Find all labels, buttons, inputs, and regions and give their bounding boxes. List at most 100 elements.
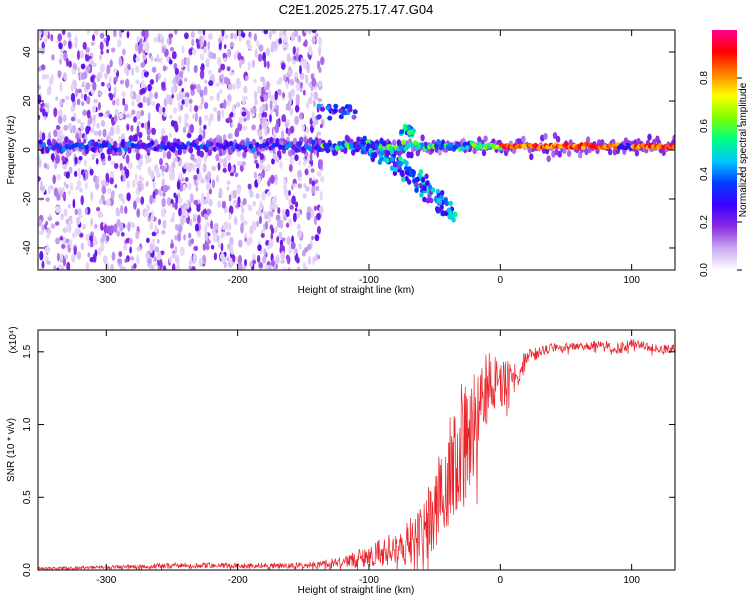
carrier-blob xyxy=(255,142,260,148)
noise-blob xyxy=(71,232,76,239)
carrier-blob xyxy=(140,142,145,148)
noise-blob xyxy=(110,263,114,270)
noise-blob xyxy=(245,75,249,81)
noise-blob xyxy=(248,205,253,212)
noise-blob xyxy=(139,154,144,160)
snr-x-label: Height of straight line (km) xyxy=(298,585,415,596)
noise-blob xyxy=(62,227,68,234)
noise-blob xyxy=(232,189,237,199)
noise-blob xyxy=(65,223,70,233)
carrier-halo xyxy=(437,148,443,156)
noise-blob xyxy=(226,180,231,185)
carrier-blob xyxy=(100,143,106,149)
noise-blob xyxy=(117,135,121,143)
noise-blob xyxy=(74,208,78,216)
noise-blob xyxy=(236,84,239,90)
noise-blob xyxy=(202,162,207,173)
noise-blob xyxy=(177,232,181,242)
noise-blob xyxy=(207,41,211,51)
noise-blob xyxy=(64,254,68,260)
noise-blob xyxy=(230,32,234,40)
noise-blob xyxy=(76,228,81,235)
noise-blob xyxy=(205,221,210,228)
noise-blob xyxy=(244,96,248,101)
noise-blob xyxy=(270,212,274,218)
noise-blob xyxy=(204,174,209,181)
noise-blob xyxy=(109,170,115,178)
noise-blob xyxy=(174,30,178,35)
noise-blob xyxy=(198,258,203,268)
carrier-blob xyxy=(45,146,50,152)
noise-blob xyxy=(102,128,107,138)
descending-branch-blob xyxy=(389,149,394,155)
carrier-halo xyxy=(557,150,562,158)
noise-blob xyxy=(172,157,178,163)
noise-blob xyxy=(223,57,227,63)
noise-blob xyxy=(120,195,124,202)
noise-blob xyxy=(296,266,301,270)
noise-blob xyxy=(287,267,291,270)
noise-blob xyxy=(190,238,195,245)
noise-blob xyxy=(317,97,323,103)
noise-blob xyxy=(272,130,277,140)
noise-blob xyxy=(109,126,115,137)
noise-blob xyxy=(77,66,81,73)
noise-blob xyxy=(223,44,227,49)
noise-blob xyxy=(168,33,174,39)
noise-blob xyxy=(59,190,63,197)
noise-blob xyxy=(65,184,69,189)
noise-blob xyxy=(140,80,146,90)
noise-blob xyxy=(129,83,134,90)
noise-blob xyxy=(286,255,291,265)
noise-blob xyxy=(53,107,58,118)
noise-blob xyxy=(200,63,205,72)
noise-blob xyxy=(149,222,154,230)
noise-blob xyxy=(55,237,60,245)
noise-blob xyxy=(127,222,131,232)
noise-blob xyxy=(260,76,265,82)
noise-blob xyxy=(288,164,293,172)
noise-blob xyxy=(56,173,61,181)
noise-blob xyxy=(75,87,78,98)
descending-branch-blob xyxy=(407,179,412,185)
noise-blob xyxy=(140,196,145,205)
noise-blob xyxy=(101,161,107,166)
noise-blob xyxy=(177,197,183,205)
noise-blob xyxy=(296,223,302,230)
noise-blob xyxy=(175,74,180,85)
noise-blob xyxy=(72,198,76,209)
noise-blob xyxy=(223,99,227,110)
noise-blob xyxy=(275,108,279,118)
descending-branch-blob xyxy=(447,214,452,220)
noise-blob xyxy=(169,46,175,52)
noise-blob xyxy=(179,219,185,226)
noise-blob xyxy=(216,56,222,66)
noise-blob xyxy=(61,134,65,140)
noise-blob xyxy=(115,124,121,135)
noise-blob xyxy=(280,130,285,140)
noise-blob xyxy=(131,67,134,77)
snr-x-tick-label: 100 xyxy=(623,575,640,586)
noise-blob xyxy=(309,151,313,162)
noise-blob xyxy=(267,264,272,270)
noise-blob xyxy=(216,91,220,102)
noise-blob xyxy=(154,91,158,100)
noise-blob xyxy=(311,77,317,88)
noise-blob xyxy=(70,92,76,103)
noise-blob xyxy=(159,33,164,41)
noise-blob xyxy=(158,188,163,197)
noise-blob xyxy=(109,177,114,185)
noise-blob xyxy=(263,248,267,256)
noise-blob xyxy=(308,30,312,35)
noise-blob xyxy=(68,190,71,196)
noise-blob xyxy=(238,239,243,248)
noise-blob xyxy=(139,42,143,51)
noise-blob xyxy=(76,179,82,189)
noise-blob xyxy=(100,50,104,55)
noise-blob xyxy=(275,254,280,263)
noise-blob xyxy=(273,226,278,234)
noise-blob xyxy=(135,79,140,85)
mid-echo-blob xyxy=(402,126,408,132)
noise-blob xyxy=(62,114,67,123)
noise-blob xyxy=(89,168,94,176)
